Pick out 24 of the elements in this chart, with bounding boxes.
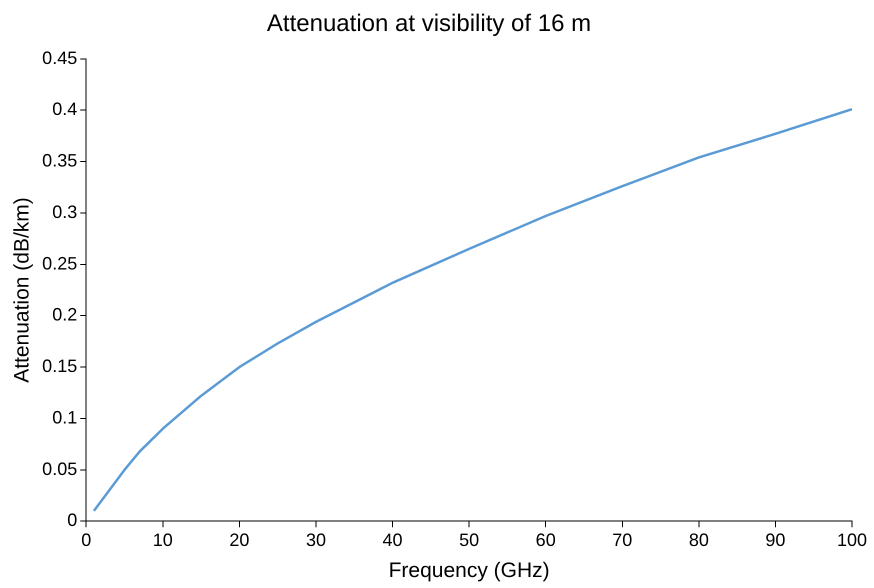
- x-tick-label: 70: [612, 530, 632, 550]
- y-axis-title: Attenuation (dB/km): [10, 197, 34, 383]
- y-tick-label: 0.45: [42, 48, 78, 68]
- y-tick-label: 0.05: [42, 458, 78, 479]
- x-tick-label: 0: [81, 530, 92, 550]
- x-tick-label: 50: [459, 530, 480, 550]
- x-tick-label: 60: [536, 530, 556, 550]
- y-tick-label: 0.15: [42, 356, 78, 376]
- y-tick-label: 0.35: [42, 150, 78, 171]
- y-tick-label: 0.2: [52, 304, 78, 325]
- x-tick-label: 100: [836, 530, 868, 550]
- x-tick-label: 90: [765, 530, 786, 550]
- y-tick-label: 0.1: [52, 407, 78, 428]
- y-tick-label: 0.25: [42, 253, 78, 274]
- x-axis-title: Frequency (GHz): [388, 559, 550, 582]
- x-tick-label: 80: [688, 530, 709, 550]
- y-tick-label: 0: [67, 510, 78, 530]
- x-tick-label: 30: [306, 530, 326, 550]
- x-tick-label: 10: [152, 530, 173, 550]
- y-tick-label: 0.4: [52, 99, 78, 120]
- chart-title: Attenuation at visibility of 16 m: [266, 10, 592, 38]
- x-tick-label: 20: [229, 530, 250, 550]
- y-tick-label: 0.3: [52, 202, 78, 222]
- x-tick-label: 40: [382, 530, 403, 550]
